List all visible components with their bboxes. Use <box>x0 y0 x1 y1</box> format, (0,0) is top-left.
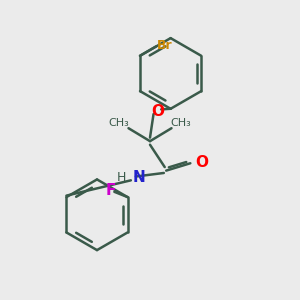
Text: F: F <box>105 183 116 198</box>
Text: H: H <box>116 171 126 184</box>
Text: CH₃: CH₃ <box>109 118 130 128</box>
Text: CH₃: CH₃ <box>170 118 191 128</box>
Text: O: O <box>151 104 164 119</box>
Text: N: N <box>133 170 146 185</box>
Text: O: O <box>196 155 208 170</box>
Text: Br: Br <box>157 39 173 52</box>
